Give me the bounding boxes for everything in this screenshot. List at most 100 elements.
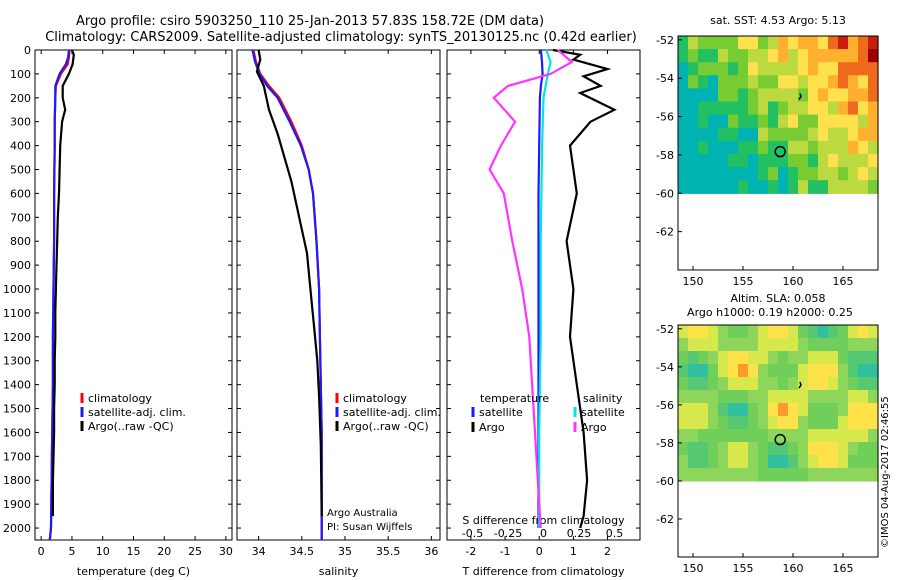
map-cell <box>828 325 839 339</box>
legend-label: satellite <box>479 406 523 419</box>
map-cell <box>778 416 789 430</box>
map-cell <box>818 454 829 469</box>
map-cell <box>818 36 829 50</box>
legend-title-temperature: temperature <box>480 392 549 405</box>
map-cell <box>848 167 859 181</box>
map-cell <box>818 75 829 89</box>
map-cell <box>858 167 869 181</box>
map-cell <box>758 390 769 404</box>
map-cell <box>738 454 749 469</box>
map-cell <box>698 416 709 430</box>
map-cell <box>718 154 729 168</box>
map-cell <box>768 403 779 417</box>
map-cell <box>798 403 809 417</box>
map-cell <box>718 75 729 89</box>
map-cell <box>758 454 769 469</box>
map-cell <box>738 467 749 482</box>
depth-tick-label: 1400 <box>3 379 31 392</box>
map-cell <box>848 403 859 417</box>
s-tick-label: -0.5 <box>462 527 483 540</box>
map-cell <box>788 75 799 89</box>
map-cell <box>808 390 819 404</box>
map-cell <box>858 454 869 469</box>
series-line-temperature-2 <box>51 49 75 517</box>
map-cell <box>728 454 739 469</box>
map-cell <box>808 114 819 129</box>
map-cell <box>708 75 719 89</box>
map-cell <box>808 36 819 50</box>
x-tick-label: 35 <box>338 545 352 558</box>
map-cell <box>798 140 809 155</box>
map-cell <box>788 49 799 63</box>
map-cell <box>798 36 809 50</box>
map-cell <box>718 351 729 365</box>
map-cell <box>868 416 879 430</box>
map-cell <box>768 36 779 50</box>
map-cell <box>798 467 809 482</box>
map-cell <box>778 351 789 365</box>
map-cell <box>678 154 689 168</box>
map-cell <box>798 75 809 89</box>
x-axis-label: temperature (deg C) <box>77 565 190 578</box>
map-cell <box>698 429 709 443</box>
map-cell <box>768 114 779 129</box>
map-cell <box>868 114 879 129</box>
map-cell <box>808 442 819 456</box>
map-cell <box>798 390 809 404</box>
map-cell <box>718 88 729 103</box>
map-cell <box>678 325 689 339</box>
map-cell <box>718 167 729 181</box>
map-cell <box>748 75 759 89</box>
map-cell <box>678 167 689 181</box>
map-cell <box>778 325 789 339</box>
map-cell <box>748 62 759 76</box>
map-cell <box>728 364 739 378</box>
map-cell <box>738 351 749 365</box>
map-cell <box>848 390 859 404</box>
map-cell <box>698 442 709 456</box>
map-cell <box>748 36 759 50</box>
s-tick-label: 0 <box>540 527 547 540</box>
map-cell <box>728 325 739 339</box>
map-cell <box>868 154 879 168</box>
map-cell <box>678 429 689 443</box>
map-cell <box>748 416 759 430</box>
map-cell <box>858 429 869 443</box>
map-cell <box>678 101 689 116</box>
island-shape <box>798 381 802 389</box>
map-cell <box>768 454 779 469</box>
map-cell <box>728 154 739 168</box>
map-cell <box>698 101 709 116</box>
map-cell <box>808 429 819 443</box>
map-cell <box>868 325 879 339</box>
note-line1: Argo Australia <box>327 508 398 519</box>
map-cell <box>698 364 709 378</box>
map-cell <box>738 416 749 430</box>
map-cell <box>838 442 849 456</box>
map-cell <box>758 154 769 168</box>
map-cell <box>748 88 759 103</box>
map-cell <box>788 167 799 181</box>
map-cell <box>788 154 799 168</box>
map-cell <box>738 101 749 116</box>
map-cell <box>758 416 769 430</box>
map-cell <box>858 403 869 417</box>
map-cell <box>688 454 699 469</box>
map-cell <box>798 338 809 352</box>
map-cell <box>848 429 859 443</box>
map-cell <box>728 49 739 63</box>
map-cell <box>828 454 839 469</box>
map-cell <box>678 351 689 365</box>
map-cell <box>808 454 819 469</box>
map-cell <box>848 49 859 63</box>
map-y-tick-label: -58 <box>656 149 674 162</box>
map-cell <box>838 101 849 116</box>
map-cell <box>838 364 849 378</box>
map-cell <box>838 390 849 404</box>
legend-label: Argo <box>479 421 505 434</box>
map-cell <box>708 364 719 378</box>
map-cell <box>868 167 879 181</box>
x-tick-label: 25 <box>188 545 202 558</box>
map-cell <box>718 180 729 194</box>
